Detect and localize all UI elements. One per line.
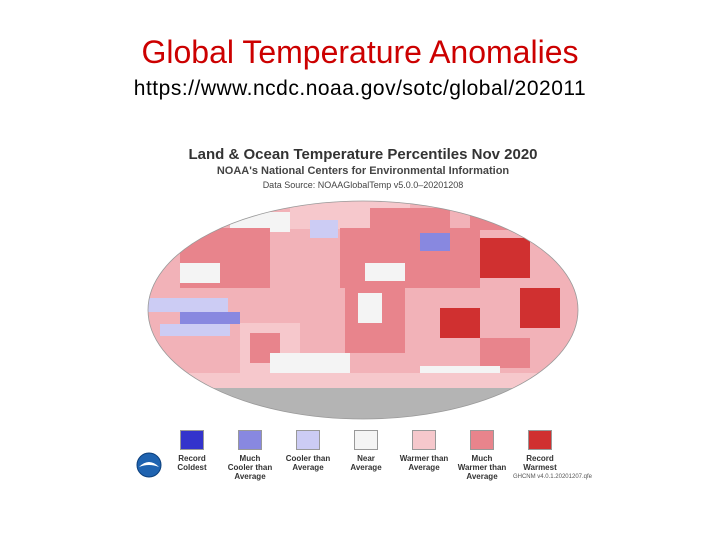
legend-item-much-cooler: Much Cooler than Average xyxy=(222,430,278,481)
cool-tongue xyxy=(148,298,228,312)
cool-tongue xyxy=(160,324,230,336)
legend-label: Record Coldest xyxy=(177,454,207,472)
legend-label: Cooler than Average xyxy=(285,454,331,472)
white-patch xyxy=(180,263,220,283)
cool-patch xyxy=(420,233,450,251)
legend-label: Near Average xyxy=(350,454,382,472)
legend-swatch xyxy=(412,430,436,450)
legend-item-record-coldest: Record Coldest xyxy=(164,430,220,472)
warm-patch xyxy=(160,373,578,388)
legend-item-warmer: Warmer than Average xyxy=(396,430,452,472)
legend-item-cooler: Cooler than Average xyxy=(280,430,336,472)
globe-outline xyxy=(147,200,579,420)
noaa-logo-icon xyxy=(136,452,162,478)
white-patch xyxy=(270,353,350,373)
record-warm-patch xyxy=(440,308,480,338)
legend-swatch xyxy=(180,430,204,450)
legend-swatch xyxy=(528,430,552,450)
legend-item-much-warmer: Much Warmer than Average xyxy=(454,430,510,481)
record-warm-patch xyxy=(480,238,530,278)
white-patch xyxy=(358,293,382,323)
map-subtitle: NOAA's National Centers for Environmenta… xyxy=(216,165,510,177)
map-figure: Land & Ocean Temperature Percentiles Nov… xyxy=(120,138,606,490)
legend-swatch xyxy=(238,430,262,450)
no-data-antarctica xyxy=(148,388,578,419)
cool-tongue xyxy=(180,312,240,324)
legend-item-near-average: Near Average xyxy=(338,430,394,472)
slide-title: Global Temperature Anomalies xyxy=(141,34,579,70)
map-title: Land & Ocean Temperature Percentiles Nov… xyxy=(188,146,538,163)
land-australia xyxy=(480,338,530,368)
land-eurasia xyxy=(340,228,480,288)
legend-label: Record Warmest xyxy=(523,454,557,472)
legend-item-record-warmest: Record Warmest xyxy=(512,430,568,472)
white-patch xyxy=(365,263,405,281)
source-url[interactable]: https://www.ncdc.noaa.gov/sotc/global/20… xyxy=(133,77,587,100)
cool-patch xyxy=(310,220,338,238)
map-source: Data Source: NOAAGlobalTemp v5.0.0–20201… xyxy=(262,180,464,190)
legend-swatch xyxy=(296,430,320,450)
legend-swatch xyxy=(354,430,378,450)
legend-label: Much Warmer than Average xyxy=(457,454,507,481)
record-warm-patch xyxy=(470,210,530,230)
legend-label: Warmer than Average xyxy=(399,454,449,472)
world-map xyxy=(147,200,579,420)
legend-label: Much Cooler than Average xyxy=(227,454,273,481)
record-warm-patch xyxy=(520,288,560,328)
legend-swatch xyxy=(470,430,494,450)
data-version: GHCNM v4.0.1.20201207.qfe xyxy=(512,474,592,480)
